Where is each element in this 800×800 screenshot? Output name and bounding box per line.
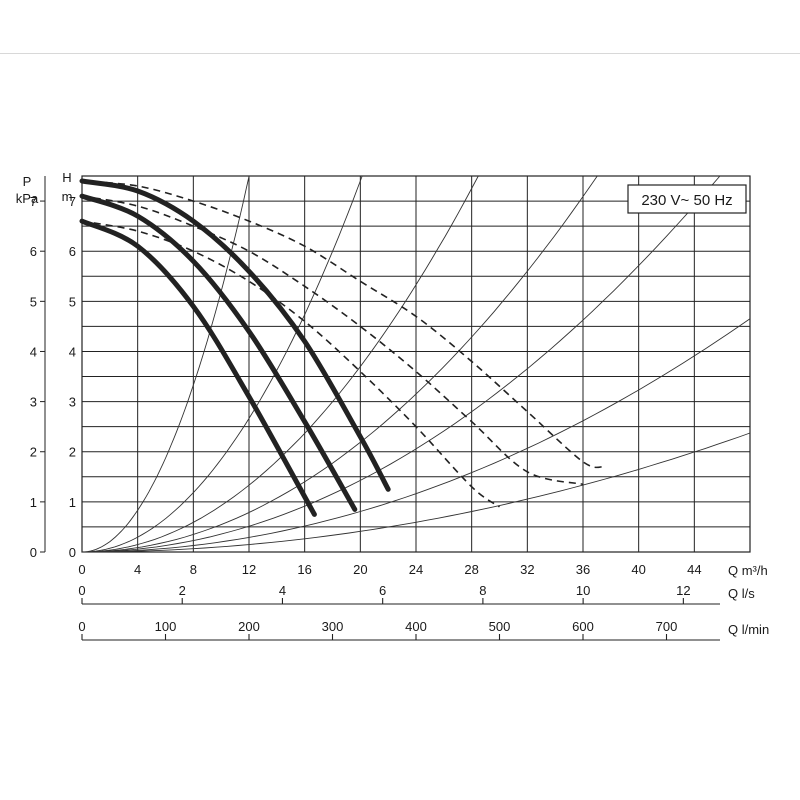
bottom-tick-label: 40 — [631, 562, 645, 577]
pump-curve-dashed-6 — [81, 180, 605, 469]
bottom-tick-label: 36 — [576, 562, 590, 577]
bottom-tick-label: 500 — [489, 619, 511, 634]
h-axis-title: H — [62, 170, 71, 185]
bottom-tick-label: 700 — [656, 619, 678, 634]
bottom-tick-label: 4 — [134, 562, 141, 577]
bottom-tick-label: 600 — [572, 619, 594, 634]
h-tick-label: 5 — [69, 294, 76, 309]
bottom-tick-label: 0 — [78, 583, 85, 598]
system-curve-5 — [81, 175, 721, 553]
pump-curve-dashed-5 — [81, 195, 584, 486]
bottom-tick-label: 44 — [687, 562, 701, 577]
system-curve-4 — [81, 175, 598, 553]
bottom-tick-label: 10 — [576, 583, 590, 598]
bottom-tick-label: 0 — [78, 562, 85, 577]
system-curves — [81, 175, 751, 553]
p-tick-label: 6 — [30, 244, 37, 259]
p-tick-label: 5 — [30, 294, 37, 309]
bottom-tick-label: 100 — [155, 619, 177, 634]
h-tick-label: 2 — [69, 445, 76, 460]
pump-curve-solid-3 — [79, 178, 391, 492]
bottom-tick-label: 300 — [322, 619, 344, 634]
bottom-tick-label: 32 — [520, 562, 534, 577]
grid-lines — [82, 176, 750, 552]
bottom-axes: 0 4 8 12 16 20 24 28 32 36 40 440 2 4 6 8 10 120 100 200 300… — [78, 562, 720, 641]
system-curve-2 — [81, 175, 363, 553]
p-tick-label: 7 — [30, 194, 37, 209]
h-tick-label: 6 — [69, 244, 76, 259]
bottom-tick-label: 400 — [405, 619, 427, 634]
bottom-tick-label: 200 — [238, 619, 260, 634]
bottom-tick-label: 6 — [379, 583, 386, 598]
bottom-tick-label: 8 — [190, 562, 197, 577]
pump-curve-dashed-4 — [81, 220, 500, 508]
h-axis-unit: m — [62, 189, 73, 204]
p-axis-unit: kPa — [16, 191, 39, 206]
p-tick-label: 1 — [30, 495, 37, 510]
bottom-tick-label: 8 — [479, 583, 486, 598]
h-tick-label: 4 — [69, 344, 76, 359]
pump-curves — [79, 178, 605, 517]
voltage-badge: 230 V~ 50 Hz — [641, 192, 732, 209]
bottom-tick-label: 2 — [179, 583, 186, 598]
system-curve-6 — [81, 318, 751, 553]
x-axis-label-lmin: Q l/min — [728, 622, 769, 637]
bottom-tick-label: 24 — [409, 562, 423, 577]
bottom-tick-label: 4 — [279, 583, 286, 598]
p-tick-label: 4 — [30, 344, 37, 359]
p-tick-label: 0 — [30, 545, 37, 560]
bottom-tick-label: 16 — [297, 562, 311, 577]
h-tick-label: 0 — [69, 545, 76, 560]
system-curve-3 — [81, 175, 479, 553]
bottom-tick-label: 20 — [353, 562, 367, 577]
top-divider — [0, 53, 800, 54]
bottom-tick-label: 12 — [676, 583, 690, 598]
bottom-tick-label: 12 — [242, 562, 256, 577]
system-curve-7 — [82, 432, 751, 553]
pump-curve-solid-1 — [79, 218, 317, 517]
p-tick-label: 3 — [30, 395, 37, 410]
p-axis-title: P — [23, 174, 32, 189]
p-tick-label: 2 — [30, 445, 37, 460]
h-tick-label: 7 — [69, 194, 76, 209]
voltage-badge-box — [627, 184, 747, 214]
x-axis-label-ls: Q l/s — [728, 586, 755, 601]
h-tick-label: 1 — [69, 495, 76, 510]
h-tick-label: 3 — [69, 395, 76, 410]
x-axis-label-m3h: Q m³/h — [728, 563, 768, 578]
pump-curve-solid-2 — [79, 193, 358, 512]
left-axis-ticks: 0 1 2 3 4 5 6 7 0 1 2 3 4 5 6 7 — [30, 176, 76, 560]
bottom-tick-label: 28 — [464, 562, 478, 577]
bottom-tick-label: 0 — [78, 619, 85, 634]
